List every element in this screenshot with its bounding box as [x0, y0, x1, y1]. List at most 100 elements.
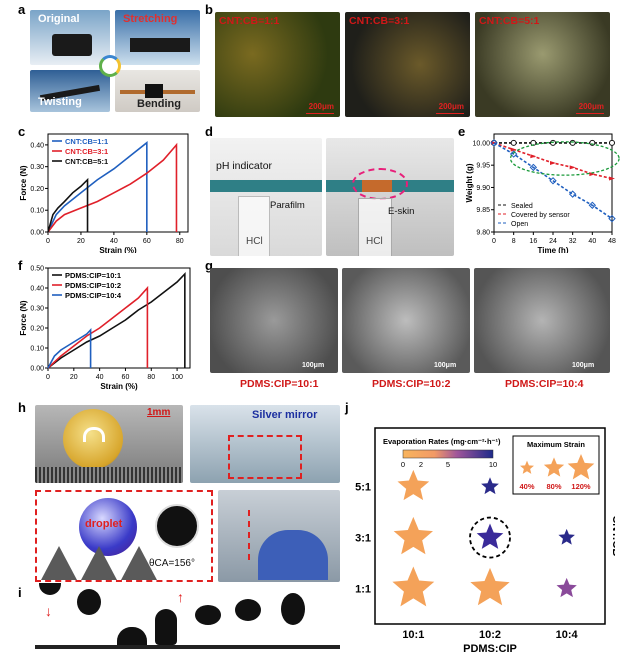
scalebar-label: 100μm: [302, 362, 325, 369]
series-line: [47, 142, 178, 233]
x-tick-label: 24: [549, 238, 557, 245]
data-star: [476, 523, 504, 549]
scalebar-label: 1mm: [147, 407, 171, 418]
caption-bending: Bending: [137, 98, 181, 110]
x-tick-label: 60: [143, 238, 151, 245]
hand-photo: [218, 490, 340, 582]
chart-c: 0 20 40 60 80 0.00 0.10 0.20 0.30 0.40 Strain (%) F…: [20, 133, 189, 253]
colorbar-tick-label: 0: [401, 460, 405, 469]
series-line: [47, 177, 89, 233]
panel-d-label: d: [205, 124, 213, 139]
series-line: [493, 142, 613, 220]
data-star: [558, 528, 575, 545]
y-tick-label: 5:1: [355, 482, 371, 494]
surface-line: [35, 645, 340, 649]
water-droplet: [63, 409, 123, 469]
sem-image-1-1: CNT:CB=1:1 200μm: [215, 12, 340, 117]
legend-label: CNT:CB=1:1: [65, 137, 108, 146]
x-tick-label: 80: [176, 238, 184, 245]
data-point: [608, 214, 616, 223]
x-tick-label: 16: [529, 238, 537, 245]
data-star: [481, 477, 499, 495]
y-axis-label: CNT:CB: [610, 515, 615, 556]
y-tick-label: 1:1: [355, 584, 371, 596]
x-tick-label: 40: [110, 238, 118, 245]
sem-image-pdms-10-1: 100μm: [210, 268, 338, 373]
panel-a-label: a: [18, 2, 26, 17]
caption-pdms-10-4: PDMS:CIP=10:4: [505, 378, 584, 390]
x-tick-label: 20: [77, 238, 85, 245]
silver-mirror-photo: Silver mirror: [190, 405, 340, 483]
x-tick-label: 0: [46, 374, 50, 381]
data-point: [569, 139, 576, 146]
series-line: [47, 328, 92, 369]
y-tick-label: 9.85: [476, 207, 490, 214]
x-tick-label: 10:1: [402, 629, 424, 641]
y-tick-label: 9.90: [476, 185, 490, 192]
panel-e-label: e: [458, 124, 466, 139]
cycle-icon: [99, 55, 121, 77]
data-point: [490, 139, 498, 147]
path-arrow: [248, 510, 252, 560]
panel-f-label: f: [18, 258, 23, 273]
control-photo: pH indicator Parafilm HCl: [210, 138, 322, 256]
x-tick-label: 40: [588, 238, 596, 245]
droplet-photo: 1mm: [35, 405, 183, 483]
y-tick-label: 9.95: [476, 163, 490, 170]
panel-b-label: b: [205, 2, 213, 17]
colorbar: [402, 449, 494, 459]
x-tick-label: 10:2: [479, 629, 501, 641]
panel-g-label: g: [205, 258, 213, 273]
legend-label: Covered by sensor: [511, 212, 570, 219]
size-legend-star: [520, 460, 534, 474]
sample-strip: [145, 84, 163, 98]
size-legend-label: 40%: [519, 482, 534, 491]
y-tick-label: 9.80: [476, 230, 490, 237]
series-line: [47, 141, 148, 233]
caption-pdms-10-1: PDMS:CIP=10:1: [240, 378, 319, 390]
droplet-highlight: [83, 427, 105, 442]
scalebar-label: 100μm: [572, 362, 595, 369]
highlight-ellipse: [509, 141, 620, 176]
data-point: [509, 150, 518, 158]
x-axis-label: Strain (%): [100, 382, 138, 391]
y-tick-label: 0.20: [30, 326, 44, 333]
size-legend-title: Maximum Strain: [527, 440, 585, 449]
up-arrow-icon: ↑: [177, 589, 184, 605]
stretching-photo: Stretching: [115, 10, 200, 65]
caption-stretching: Stretching: [123, 13, 178, 25]
caption-original: Original: [38, 13, 80, 25]
plot-frame: [47, 267, 191, 369]
droplet-frame-7: [281, 593, 305, 625]
data-point: [529, 163, 538, 172]
y-tick-label: 0.40: [30, 142, 44, 149]
x-tick-label: 10:4: [556, 629, 579, 641]
colorbar-tick-label: 5: [446, 460, 450, 469]
scalebar: [436, 112, 464, 114]
cone-array: [41, 546, 157, 580]
sample-strip: [52, 34, 92, 56]
data-point: [550, 139, 556, 146]
down-arrow-icon: ↓: [45, 603, 52, 619]
y-tick-label: 0.30: [30, 164, 44, 171]
y-tick-label: 10.00: [472, 140, 490, 147]
beaker: [358, 198, 392, 256]
ph-indicator-label: pH indicator: [216, 160, 273, 172]
contact-angle-label: θCA=156°: [149, 558, 195, 569]
x-tick-label: 60: [122, 374, 130, 381]
legend-label: CNT:CB=3:1: [65, 147, 108, 156]
sem-image-5-1: CNT:CB=5:1 200μm: [475, 12, 610, 117]
y-tick-label: 0.50: [30, 266, 44, 273]
colorbar-tick-label: 2: [419, 460, 423, 469]
y-tick-label: 0.10: [30, 346, 44, 353]
contact-angle-droplet: [155, 504, 199, 548]
scalebar-label: 200μm: [578, 102, 604, 111]
y-tick-label: 0.00: [30, 366, 44, 373]
legend-label: PDMS:CIP=10:4: [65, 291, 122, 300]
data-point: [510, 147, 517, 152]
x-axis-label: Strain (%): [99, 246, 137, 253]
y-tick-label: 0.30: [30, 306, 44, 313]
size-legend-label: 80%: [546, 482, 561, 491]
scalebar-label: 200μm: [438, 102, 464, 111]
caption-cnt-5-1: CNT:CB=5:1: [479, 15, 540, 27]
